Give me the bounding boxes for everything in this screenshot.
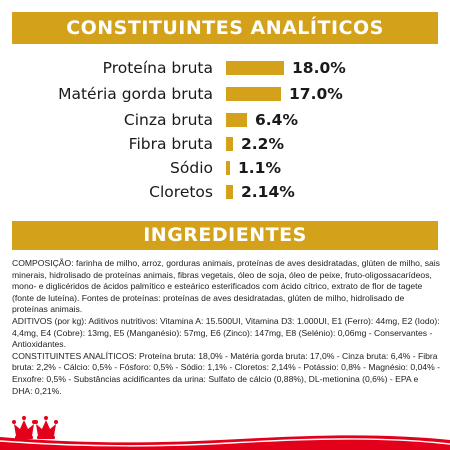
analysis-bar [226, 113, 247, 127]
analysis-list: Proteína bruta 18.0% Matéria gorda bruta… [0, 52, 450, 212]
composition-paragraph: COMPOSIÇÃO: farinha de milho, arroz, gor… [12, 258, 440, 315]
analytical-paragraph: CONSTITUINTES ANALÍTICOS: Proteína bruta… [12, 350, 440, 396]
analysis-row-protein: Proteína bruta 18.0% [0, 56, 450, 80]
analysis-label: Matéria gorda bruta [58, 85, 213, 103]
brand-swoosh-highlight [0, 438, 450, 447]
analysis-row-ash: Cinza bruta 6.4% [0, 108, 450, 132]
brand-logo [0, 410, 450, 450]
analysis-bar [226, 61, 284, 75]
analysis-bar [226, 161, 230, 175]
analysis-bar [226, 87, 281, 101]
analysis-label: Fibra bruta [128, 135, 213, 153]
analysis-label: Sódio [170, 159, 213, 177]
analysis-row-chlorides: Cloretos 2.14% [0, 180, 450, 204]
analysis-row-sodium: Sódio 1.1% [0, 156, 450, 180]
analysis-row-fat: Matéria gorda bruta 17.0% [0, 82, 450, 106]
analysis-bar [226, 185, 233, 199]
analysis-value: 6.4% [255, 111, 298, 129]
crown-icon-right [34, 416, 58, 439]
analysis-value: 2.2% [241, 135, 284, 153]
analysis-label: Cloretos [149, 183, 213, 201]
ingredients-title-banner: INGREDIENTES [12, 221, 438, 250]
analysis-row-fibre: Fibra bruta 2.2% [0, 132, 450, 156]
ingredients-text: COMPOSIÇÃO: farinha de milho, arroz, gor… [12, 258, 440, 397]
analysis-label: Proteína bruta [102, 59, 213, 77]
crown-icon [12, 416, 36, 439]
additives-paragraph: ADITIVOS (por kg): Aditivos nutritivos: … [12, 315, 440, 350]
analysis-value: 1.1% [238, 159, 281, 177]
analysis-value: 18.0% [292, 59, 346, 77]
analysis-bar [226, 137, 233, 151]
analysis-value: 17.0% [289, 85, 343, 103]
analysis-value: 2.14% [241, 183, 295, 201]
analysis-title-banner: CONSTITUINTES ANALÍTICOS [12, 12, 438, 44]
analysis-label: Cinza bruta [123, 111, 213, 129]
